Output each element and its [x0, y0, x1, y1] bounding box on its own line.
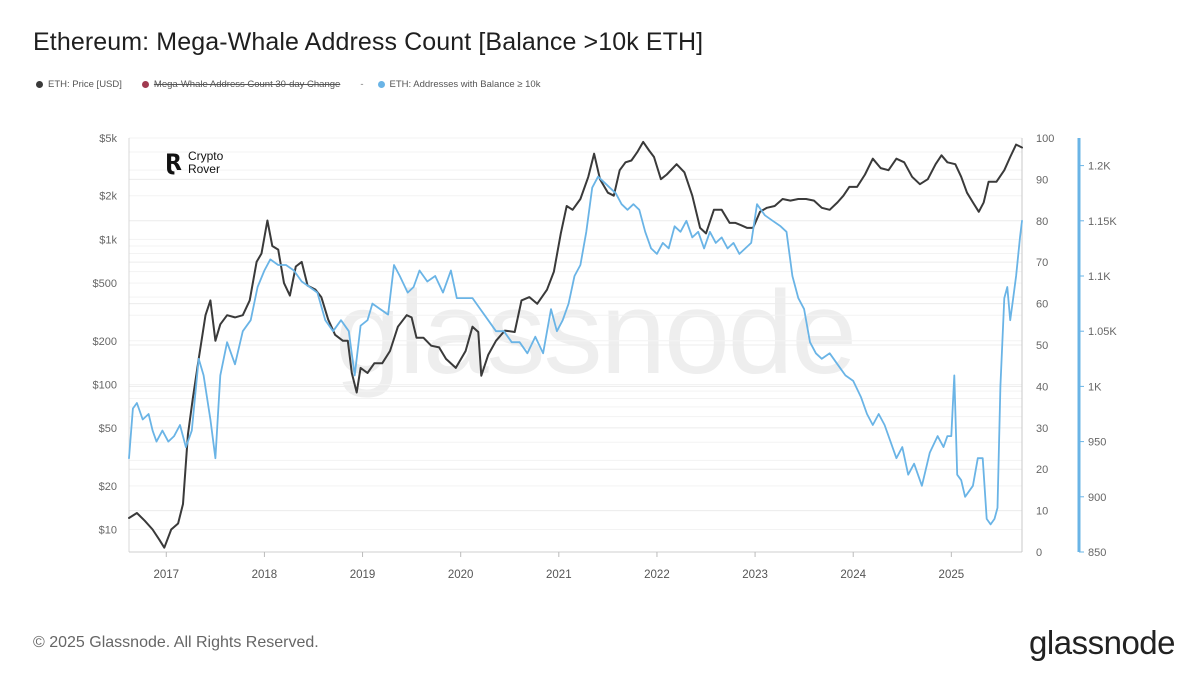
right-axis-tick-label: 1.15K: [1088, 216, 1117, 228]
x-axis-tick-label: 2023: [742, 569, 768, 581]
left-axis-tick-label: $100: [93, 379, 117, 391]
mid-axis-tick-label: 100: [1036, 133, 1054, 145]
legend-swatch-eth-price: [36, 81, 43, 88]
legend-item-mega-whale-change[interactable]: Mega-Whale Address Count 30-day Change: [141, 79, 341, 90]
legend-separator: -: [360, 79, 364, 90]
left-axis-tick-label: $2k: [99, 191, 117, 203]
addresses-10k-line: [128, 175, 1023, 526]
left-axis-tick-label: $50: [99, 423, 117, 435]
legend-item-addresses[interactable]: ETH: Addresses with Balance ≥ 10k: [377, 79, 541, 90]
background-watermark: glassnode: [335, 267, 857, 399]
legend-label-eth-price: ETH: Price [USD]: [48, 79, 122, 90]
legend-label-addresses: ETH: Addresses with Balance ≥ 10k: [389, 79, 541, 90]
mid-axis-tick-label: 70: [1036, 257, 1048, 269]
x-axis-tick-label: 2017: [153, 569, 179, 581]
glassnode-brand: glassnode: [1029, 624, 1175, 661]
right-axis-tick-label: 900: [1088, 492, 1106, 504]
left-axis-tick-label: $10: [99, 525, 117, 537]
legend-item-eth-price[interactable]: ETH: Price [USD]: [36, 79, 122, 90]
right-axis-tick-label: 1.05K: [1088, 326, 1117, 338]
left-axis-tick-label: $1k: [99, 234, 117, 246]
x-axis-tick-label: 2021: [546, 569, 572, 581]
right-axis-tick-label: 1K: [1088, 381, 1102, 393]
left-axis-tick-label: $20: [99, 481, 117, 493]
x-axis-tick-label: 2022: [644, 569, 670, 581]
chart-legend: ETH: Price [USD] Mega-Whale Address Coun…: [36, 79, 560, 90]
mid-axis-tick-label: 60: [1036, 299, 1048, 311]
right-axis-tick-label: 1.2K: [1088, 161, 1111, 173]
mid-axis-tick-label: 30: [1036, 423, 1048, 435]
mid-axis-tick-label: 80: [1036, 216, 1048, 228]
crypto-rover-logo: Ɽ Crypto Rover: [165, 150, 223, 176]
mid-axis-tick-label: 90: [1036, 174, 1048, 186]
left-axis-tick-label: $500: [93, 278, 117, 290]
mid-axis-tick-label: 10: [1036, 506, 1048, 518]
x-axis-tick-label: 2018: [252, 569, 278, 581]
legend-swatch-addresses: [377, 81, 385, 88]
left-axis-tick-label: $5k: [99, 133, 117, 145]
eth-price-line: [128, 140, 1023, 549]
legend-swatch-mega-whale-change: [141, 81, 149, 88]
logo-line-2: Rover: [187, 162, 220, 176]
right-axis-tick-label: 850: [1088, 547, 1106, 559]
mid-axis-tick-label: 0: [1036, 547, 1042, 559]
crypto-rover-icon: Ɽ: [165, 150, 182, 176]
x-axis-tick-label: 2019: [350, 569, 376, 581]
chart-title: Ethereum: Mega-Whale Address Count [Bala…: [33, 28, 704, 56]
x-axis-tick-label: 2025: [939, 569, 965, 581]
right-axis-tick-label: 950: [1088, 437, 1106, 449]
right-axis-tick-label: 1.1K: [1088, 271, 1111, 283]
logo-line-1: Crypto: [187, 149, 224, 163]
mid-axis-tick-label: 50: [1036, 340, 1048, 352]
mid-axis-tick-label: 20: [1036, 464, 1048, 476]
left-axis-tick-label: $200: [93, 336, 117, 348]
mid-axis-tick-label: 40: [1036, 381, 1048, 393]
legend-label-mega-whale-change: Mega-Whale Address Count 30-day Change: [153, 79, 341, 90]
copyright-text: © 2025 Glassnode. All Rights Reserved.: [33, 634, 319, 651]
x-axis-tick-label: 2024: [840, 569, 866, 581]
x-axis-tick-label: 2020: [448, 569, 474, 581]
